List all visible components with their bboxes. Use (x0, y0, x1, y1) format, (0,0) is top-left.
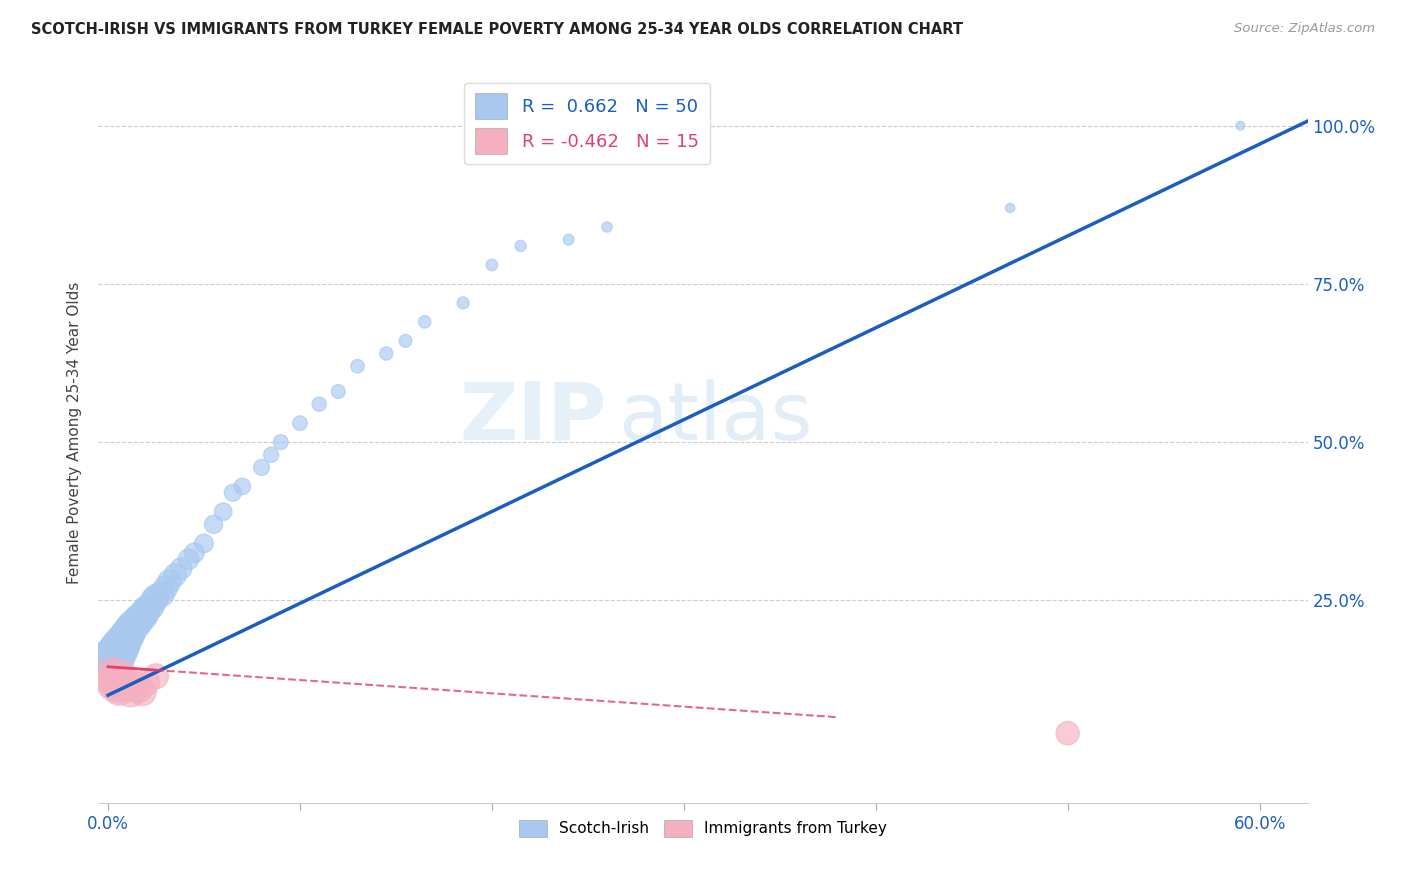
Point (104, 673, 127, 687)
Point (114, 679, 136, 693)
Point (672, 137, 695, 152)
Y-axis label: Female Poverty Among 25-34 Year Olds: Female Poverty Among 25-34 Year Olds (67, 282, 83, 583)
Point (135, 603, 157, 617)
Point (159, 574, 181, 589)
Point (107, 644, 129, 658)
Point (112, 675, 135, 690)
Point (177, 552, 200, 566)
Point (145, 669, 167, 683)
Point (120, 622, 142, 636)
Point (1056, 726, 1078, 740)
Point (270, 435, 292, 450)
Legend: Scotch-Irish, Immigrants from Turkey: Scotch-Irish, Immigrants from Turkey (513, 814, 893, 843)
Point (101, 653, 124, 667)
Point (110, 669, 132, 683)
Point (110, 638, 132, 652)
Point (557, 233, 579, 247)
Point (288, 416, 311, 430)
Point (115, 628, 138, 642)
Point (134, 606, 156, 620)
Point (108, 681, 131, 696)
Point (328, 384, 350, 399)
Point (131, 609, 153, 624)
Point (596, 219, 619, 234)
Point (998, 201, 1021, 215)
Text: atlas: atlas (619, 379, 813, 457)
Point (1229, 119, 1251, 133)
Point (375, 346, 398, 360)
Point (128, 681, 150, 696)
Point (103, 650, 125, 665)
Text: SCOTCH-IRISH VS IMMIGRANTS FROM TURKEY FEMALE POVERTY AMONG 25-34 YEAR OLDS CORR: SCOTCH-IRISH VS IMMIGRANTS FROM TURKEY F… (31, 22, 963, 37)
Point (394, 334, 416, 348)
Point (170, 562, 193, 576)
Point (150, 587, 173, 601)
Point (260, 448, 283, 462)
Point (114, 632, 136, 646)
Point (222, 485, 245, 500)
Point (131, 685, 153, 699)
Point (107, 679, 129, 693)
Point (346, 359, 368, 374)
Point (124, 679, 146, 693)
Point (212, 505, 235, 519)
Point (135, 675, 157, 690)
Point (183, 546, 205, 560)
Point (104, 647, 127, 661)
Point (108, 640, 131, 655)
Point (143, 593, 166, 607)
Point (122, 618, 145, 632)
Point (128, 612, 150, 626)
Point (413, 315, 436, 329)
Point (112, 634, 135, 648)
Point (139, 599, 162, 614)
Point (165, 568, 187, 582)
Point (308, 397, 330, 411)
Point (125, 615, 148, 630)
Point (145, 590, 167, 604)
Point (120, 685, 142, 699)
Point (231, 479, 253, 493)
Point (202, 517, 225, 532)
Point (118, 624, 141, 639)
Point (250, 460, 273, 475)
Point (193, 536, 215, 550)
Point (155, 581, 177, 595)
Point (101, 669, 124, 683)
Text: ZIP: ZIP (458, 379, 606, 457)
Point (481, 258, 503, 272)
Point (103, 675, 125, 690)
Point (509, 239, 531, 253)
Point (451, 296, 474, 310)
Text: Source: ZipAtlas.com: Source: ZipAtlas.com (1234, 22, 1375, 36)
